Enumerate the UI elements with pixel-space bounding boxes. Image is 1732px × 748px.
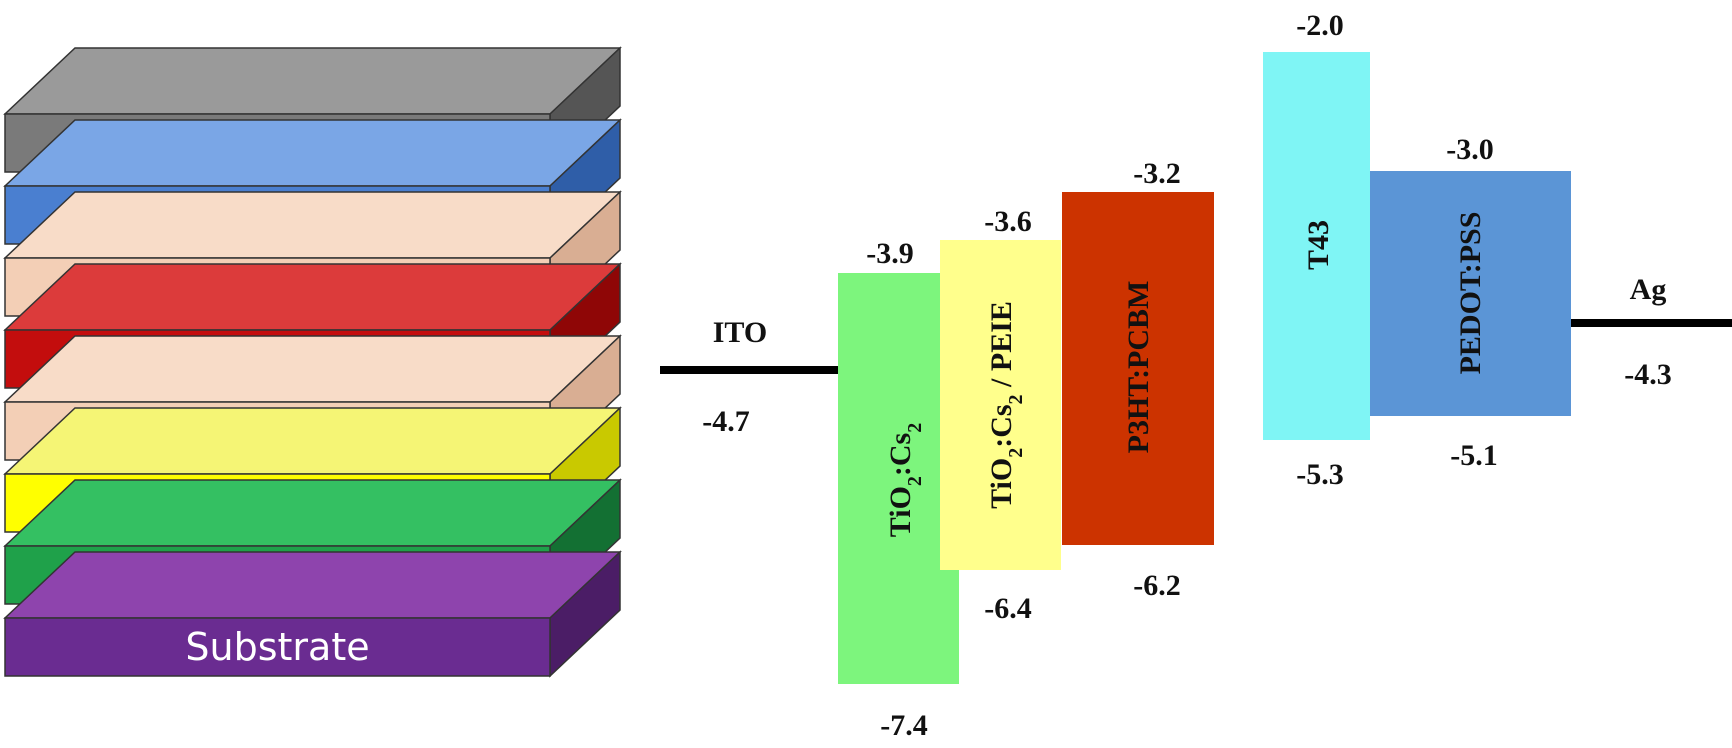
band-tio2-cs2-peie — [940, 240, 1061, 570]
device-layer-stack: SilverPEDOT:PSSInter layer(T43)P3HT&PCBM… — [3, 46, 622, 678]
p3ht-pcbm-homo: -6.2 — [1133, 569, 1181, 602]
band-p3ht-pcbm — [1062, 192, 1214, 545]
t43-homo: -5.3 — [1296, 458, 1344, 491]
pedot-pss-band-label: PEDOT:PSS — [1454, 212, 1487, 375]
t43-band-label: T43 — [1302, 220, 1335, 270]
energy-level-diagram: ITO -4.7 Ag -4.3 -3.9 -7.4 -3.6 -6.4 -3.… — [660, 9, 1732, 742]
stack-layer-top-face — [3, 479, 622, 547]
pedot-pss-homo: -5.1 — [1450, 439, 1498, 472]
stack-layer-top-face — [3, 407, 622, 475]
tio2-cs2-peie-homo: -6.4 — [984, 592, 1032, 625]
ito-electrode-label: ITO — [713, 316, 767, 349]
stack-layer-top-face — [3, 551, 622, 619]
band-tio2-cs2 — [838, 273, 959, 684]
tio2-cs2-peie-band-label: TiO2:Cs2 / PEIE — [985, 301, 1027, 509]
tio2-cs2-peie-lumo: -3.6 — [984, 205, 1032, 238]
ito-electrode-level: -4.7 — [702, 405, 750, 438]
t43-lumo: -2.0 — [1296, 9, 1344, 42]
p3ht-pcbm-lumo: -3.2 — [1133, 157, 1181, 190]
stack-layer-label: Substrate — [185, 625, 369, 669]
stack-layer-top-face — [3, 119, 622, 187]
stack-layer: Substrate — [3, 550, 622, 678]
ag-electrode-level: -4.3 — [1624, 358, 1672, 391]
tio2-cs2-lumo: -3.9 — [866, 237, 914, 270]
pedot-pss-lumo: -3.0 — [1446, 133, 1494, 166]
stack-layer-front-face — [4, 617, 551, 677]
stack-layer-top-face — [3, 47, 622, 115]
p3ht-pcbm-band-label: P3HT:PCBM — [1122, 281, 1155, 454]
tio2-cs2-band-label: TiO2:Cs2 — [884, 423, 926, 537]
ag-electrode-label: Ag — [1630, 273, 1667, 306]
stack-layer-top-face — [3, 335, 622, 403]
band-t43 — [1263, 52, 1370, 440]
tio2-cs2-homo: -7.4 — [880, 709, 928, 742]
stack-layer-top-face — [3, 191, 622, 259]
stack-layer-top-face — [3, 263, 622, 331]
band-pedot-pss — [1370, 171, 1571, 416]
